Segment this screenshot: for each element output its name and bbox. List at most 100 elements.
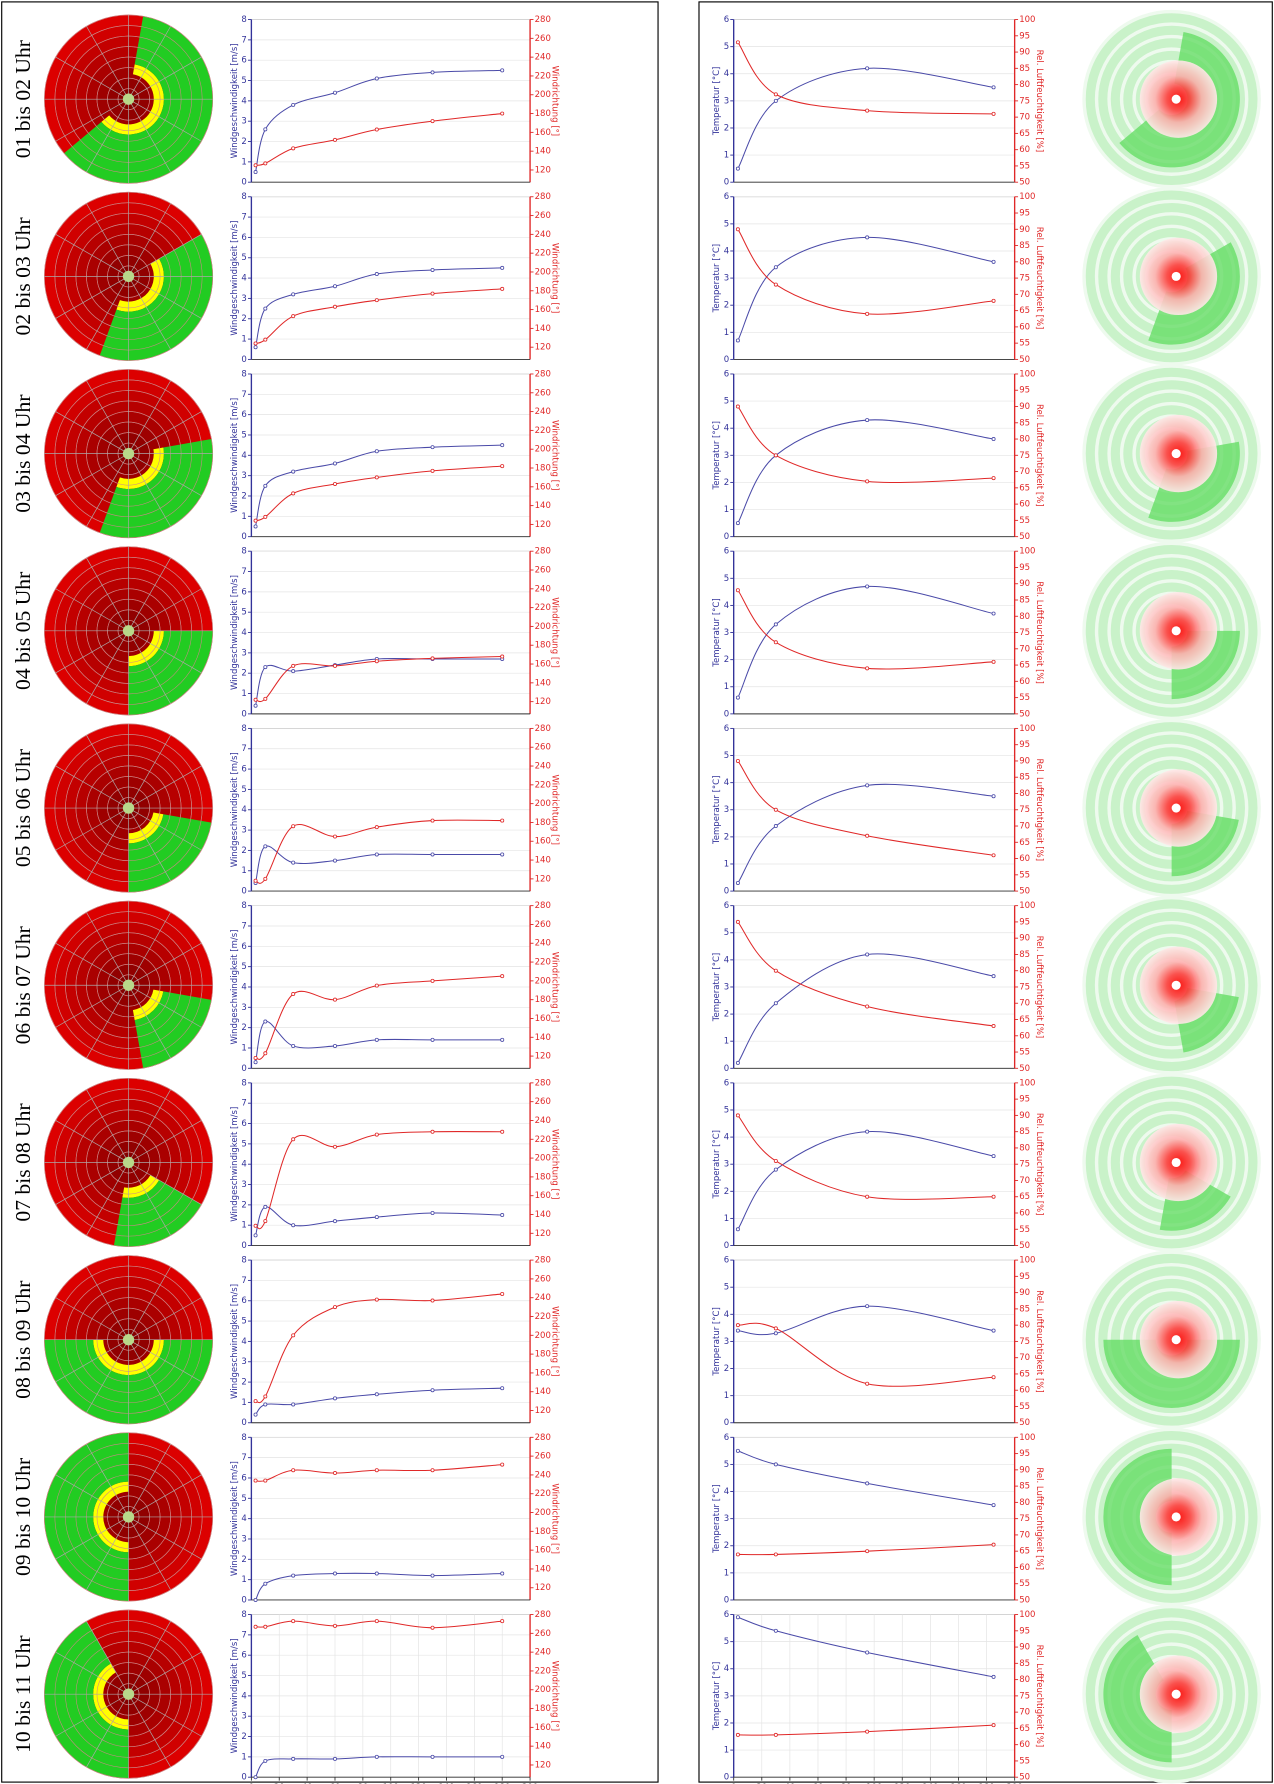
y2-tick-label: 75	[1019, 1337, 1030, 1347]
point-marker	[253, 1624, 258, 1629]
y2-tick-label: 65	[1019, 1369, 1030, 1379]
y-tick-label: 3	[724, 1691, 729, 1701]
y-tick-label: 4	[724, 246, 729, 256]
y2-tick-label: 65	[1019, 1724, 1030, 1734]
point-marker	[500, 68, 505, 73]
series-line	[737, 67, 994, 169]
y2-tick-label: 80	[1019, 435, 1030, 445]
y2-tick-label: 90	[1019, 756, 1030, 766]
y2-tick-label: 65	[1019, 1192, 1030, 1202]
x-tick-label: 80	[841, 1783, 852, 1784]
point-marker	[430, 1129, 435, 1134]
x-tick-label: 20	[274, 1783, 285, 1784]
y2-tick-label: 140	[535, 1387, 551, 1397]
rose-spoke	[86, 1621, 129, 1695]
y2-axis-title: Windrichtung [°]	[550, 66, 560, 137]
y2-tick-label: 220	[535, 1312, 551, 1322]
y2-axis-title: Rel. Luftfeuchtigkeit [%]	[1034, 1113, 1044, 1216]
x-tick-label: 60	[813, 1783, 824, 1784]
y2-tick-label: 100	[1019, 1610, 1035, 1620]
point-marker	[263, 306, 268, 311]
rose-calm-sector	[99, 438, 213, 538]
point-marker	[430, 1211, 435, 1215]
point-marker	[773, 1167, 778, 1172]
point-marker	[865, 1004, 870, 1009]
x-tick-label: 160	[466, 1783, 482, 1784]
rose-spoke	[128, 734, 171, 809]
y2-tick-label: 120	[535, 343, 551, 353]
y-tick-label: 8	[241, 1256, 246, 1266]
point-marker	[253, 1775, 258, 1780]
y-tick-label: 3	[241, 1180, 246, 1190]
rose-spoke	[55, 1297, 129, 1341]
point-marker	[991, 1024, 996, 1029]
y-tick-label: 3	[241, 1003, 246, 1013]
rose-spoke	[128, 1297, 202, 1341]
y2-tick-label: 70	[1019, 999, 1030, 1009]
y2-tick-label: 120	[535, 1052, 551, 1062]
y2-tick-label: 260	[535, 1452, 551, 1462]
y-tick-label: 3	[241, 1534, 246, 1544]
y-tick-label: 1	[724, 859, 729, 869]
series-line	[737, 1115, 994, 1200]
point-marker	[430, 978, 435, 983]
point-marker	[291, 1619, 296, 1624]
rose-spoke	[128, 985, 171, 1059]
y-tick-label: 2	[724, 1187, 729, 1197]
point-marker	[865, 952, 870, 957]
point-marker	[374, 1297, 379, 1302]
point-marker	[865, 1194, 870, 1199]
point-marker	[500, 818, 505, 823]
rose-spoke	[55, 411, 129, 454]
y-tick-label: 5	[241, 1671, 246, 1681]
point-marker	[333, 461, 337, 466]
point-marker	[333, 137, 337, 142]
point-marker	[773, 1628, 778, 1633]
y2-tick-label: 280	[535, 192, 551, 202]
y2-tick-label: 280	[535, 15, 551, 25]
y-tick-label: 3	[724, 1337, 729, 1347]
rose-spoke	[128, 1120, 202, 1163]
y2-tick-label: 70	[1019, 1708, 1030, 1718]
series-line	[737, 1305, 994, 1336]
y2-tick-label: 70	[1019, 822, 1030, 832]
y2-tick-label: 55	[1019, 693, 1030, 703]
left-frame	[1, 1, 659, 1783]
y-tick-label: 4	[724, 1133, 729, 1143]
y2-axis-title: Windrichtung [°]	[550, 952, 560, 1023]
point-marker	[253, 1060, 258, 1065]
y-tick-label: 0	[724, 709, 729, 719]
point-marker	[263, 844, 268, 849]
y-tick-label: 5	[724, 574, 729, 584]
y2-tick-label: 260	[535, 1274, 551, 1284]
humidity-ring	[1094, 731, 1249, 885]
y2-tick-label: 120	[535, 520, 551, 530]
point-marker	[500, 1213, 505, 1218]
humidity-ring	[1082, 718, 1261, 898]
point-marker	[500, 1291, 505, 1296]
point-marker	[735, 1113, 740, 1118]
y-tick-label: 2	[241, 1023, 246, 1033]
rose-calm-sector	[93, 1663, 129, 1730]
y-tick-label: 0	[241, 1241, 246, 1251]
y2-tick-label: 220	[535, 958, 551, 968]
y-tick-label: 6	[724, 15, 729, 25]
y2-tick-label: 95	[1019, 1626, 1030, 1636]
y-tick-label: 5	[724, 1637, 729, 1647]
y-axis-title: Temperatur [°C]	[712, 776, 722, 845]
y2-tick-label: 200	[535, 799, 551, 809]
point-marker	[991, 853, 996, 858]
y-tick-label: 7	[241, 921, 246, 931]
humidity-ring	[1082, 9, 1261, 189]
rose-spoke	[55, 1120, 129, 1163]
point-marker	[430, 468, 435, 473]
y2-tick-label: 220	[535, 1666, 551, 1676]
y-tick-label: 8	[241, 901, 246, 911]
point-marker	[263, 876, 268, 881]
point-marker	[430, 1037, 435, 1042]
y2-tick-label: 160	[535, 1546, 551, 1556]
y2-tick-label: 55	[1019, 1756, 1030, 1766]
y2-tick-label: 280	[535, 724, 551, 734]
y-tick-label: 6	[724, 901, 729, 911]
x-tick-label: 100	[866, 1783, 882, 1784]
